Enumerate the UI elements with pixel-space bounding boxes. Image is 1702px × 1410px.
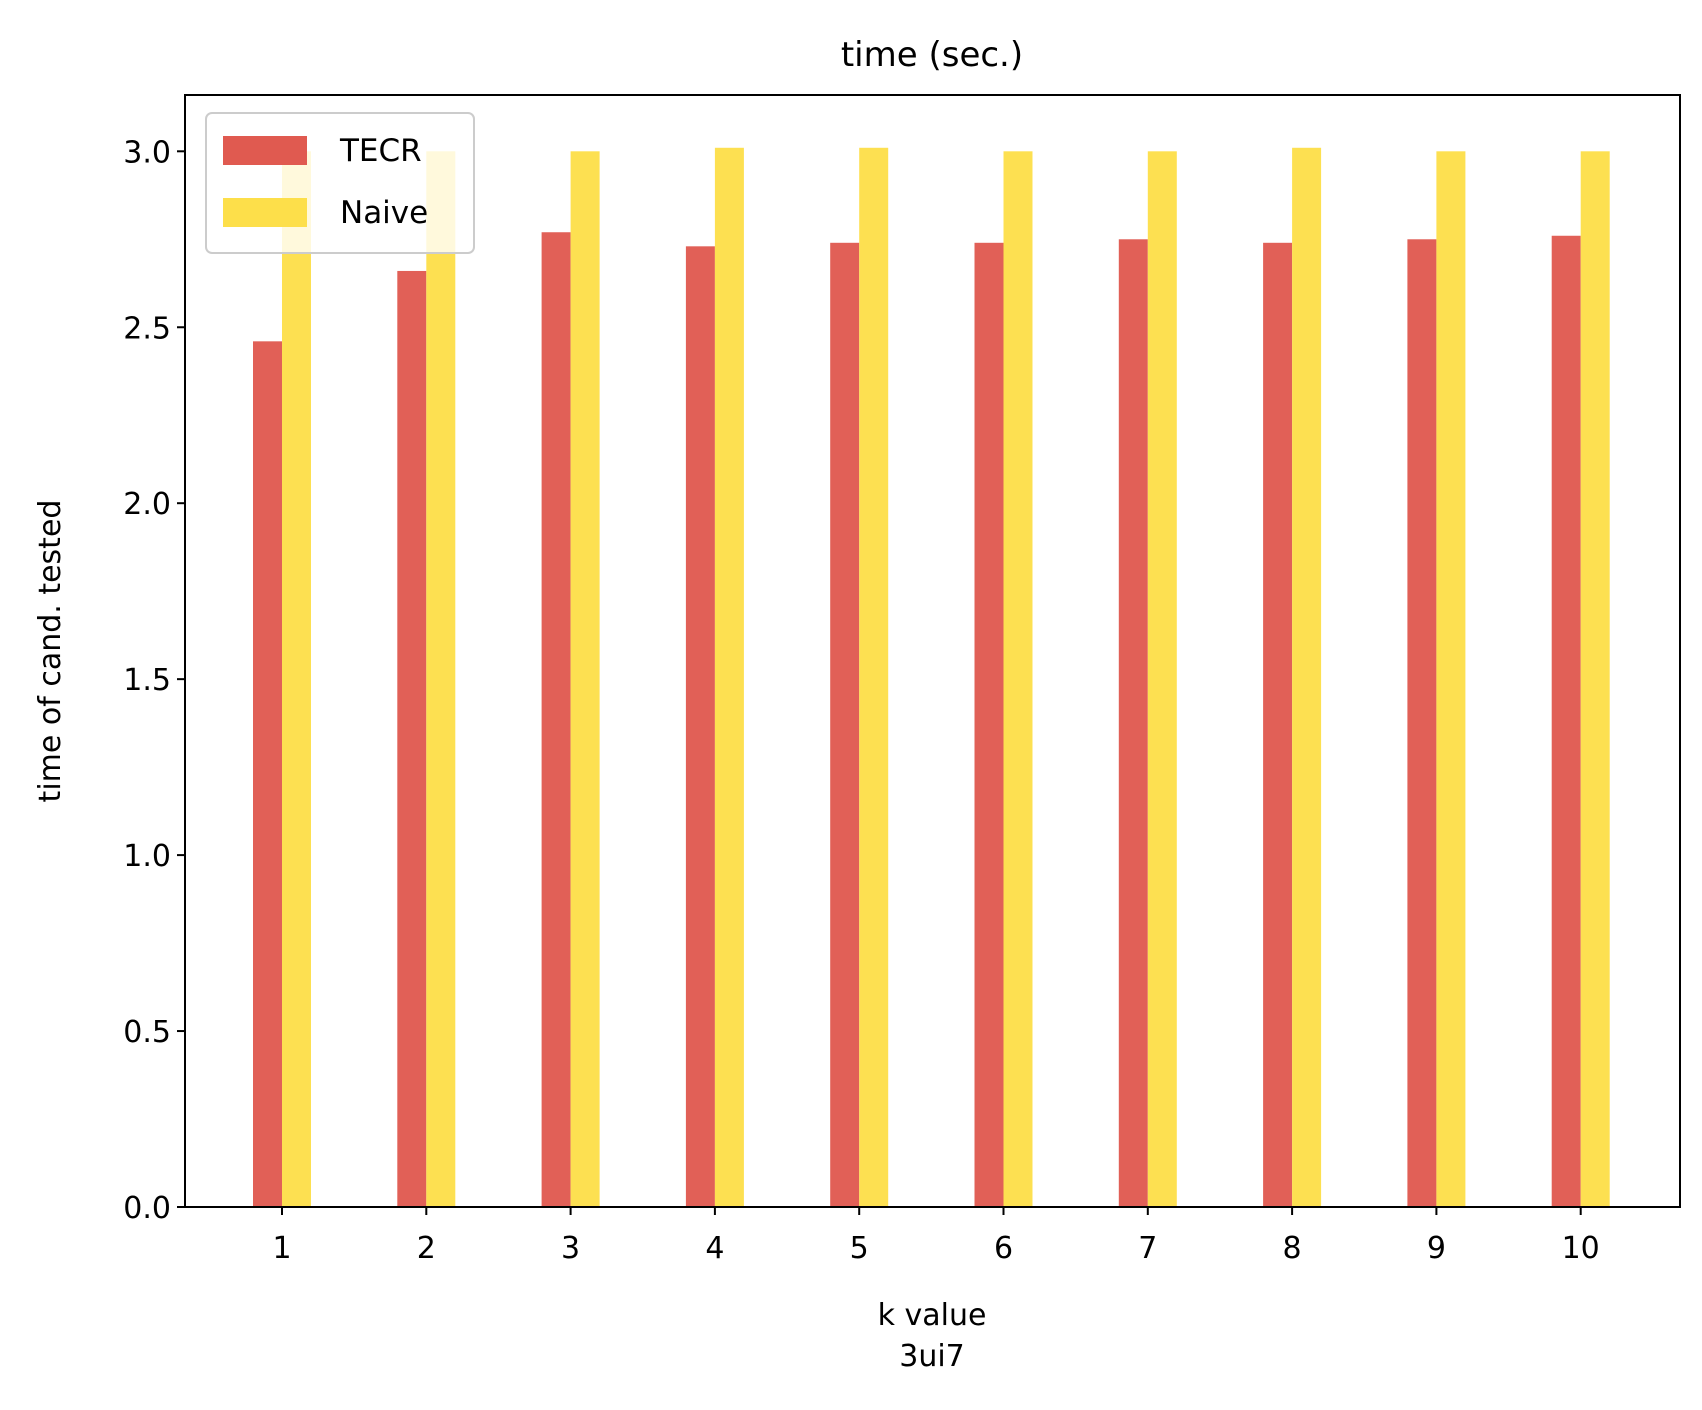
legend: TECR Naive: [205, 112, 475, 254]
bar-tecr-1: [253, 341, 282, 1207]
x-tick-label: 8: [1283, 1231, 1302, 1266]
y-tick-label: 0.5: [123, 1015, 171, 1050]
y-axis: 0.0 0.5 1.0 1.5 2.0 2.5 3.0: [123, 135, 185, 1226]
legend-label-naive: Naive: [340, 195, 428, 231]
bar-naive-1: [282, 151, 311, 1207]
x-tick-label: 1: [272, 1231, 291, 1266]
x-tick-label: 7: [1138, 1231, 1157, 1266]
x-tick-label: 4: [705, 1231, 724, 1266]
x-tick-label: 5: [850, 1231, 869, 1266]
x-axis: 1 2 3 4 5 6 7 8 9 10: [272, 1207, 1600, 1266]
bar-tecr-9: [1407, 239, 1437, 1207]
bars: [253, 147, 1610, 1208]
x-tick-label: 10: [1562, 1231, 1600, 1266]
bar-naive-3: [570, 151, 600, 1207]
bar-tecr-8: [1263, 242, 1293, 1207]
bar-naive-7: [1147, 151, 1177, 1207]
bar-naive-2: [426, 151, 456, 1207]
bar-naive-10: [1580, 151, 1610, 1207]
bar-tecr-4: [685, 246, 715, 1207]
y-tick-label: 1.5: [123, 663, 171, 698]
bar-naive-6: [1003, 151, 1033, 1207]
bar-tecr-5: [830, 242, 860, 1207]
x-axis-label: k value: [878, 1298, 987, 1333]
y-axis-label: time of cand. tested: [33, 500, 68, 803]
x-axis-sublabel: 3ui7: [899, 1339, 965, 1374]
x-tick-label: 3: [561, 1231, 580, 1266]
bar-tecr-3: [541, 232, 571, 1208]
y-tick-label: 1.0: [123, 839, 171, 874]
chart-title: time (sec.): [841, 35, 1023, 75]
bar-tecr-2: [397, 270, 427, 1208]
legend-swatch-naive: [223, 198, 307, 227]
x-tick-label: 2: [417, 1231, 436, 1266]
legend-label-tecr: TECR: [339, 133, 422, 169]
bar-tecr-10: [1551, 235, 1581, 1207]
x-tick-label: 9: [1427, 1231, 1446, 1266]
bar-naive-8: [1292, 147, 1322, 1208]
y-tick-label: 0.0: [123, 1191, 171, 1226]
bar-naive-9: [1436, 151, 1466, 1207]
bar-tecr-7: [1118, 239, 1148, 1207]
y-tick-label: 2.0: [123, 487, 171, 522]
plot-frame: [184, 94, 1681, 1208]
bar-naive-4: [714, 147, 744, 1208]
y-tick-label: 3.0: [123, 135, 171, 170]
legend-swatch-tecr: [223, 136, 307, 165]
x-tick-label: 6: [994, 1231, 1013, 1266]
bar-tecr-6: [974, 242, 1004, 1207]
bar-naive-5: [859, 147, 889, 1208]
y-tick-label: 2.5: [123, 311, 171, 346]
